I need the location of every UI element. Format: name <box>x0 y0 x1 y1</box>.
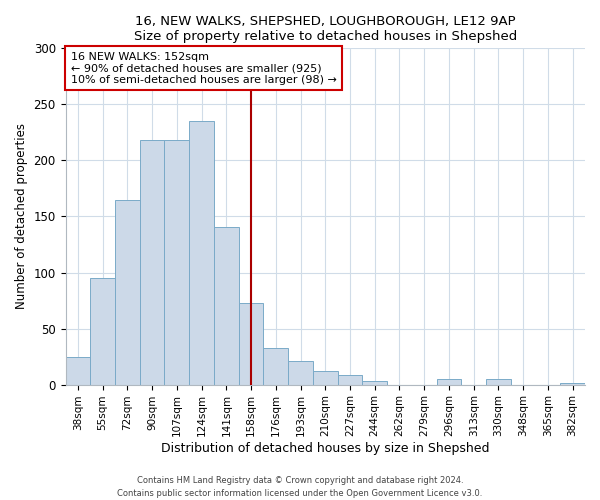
Bar <box>362 381 387 384</box>
Bar <box>115 200 140 384</box>
Bar <box>140 140 164 384</box>
Text: 16 NEW WALKS: 152sqm
← 90% of detached houses are smaller (925)
10% of semi-deta: 16 NEW WALKS: 152sqm ← 90% of detached h… <box>71 52 337 85</box>
Bar <box>338 374 362 384</box>
Bar <box>164 140 189 384</box>
Bar <box>313 371 338 384</box>
Bar <box>239 303 263 384</box>
Bar <box>189 121 214 384</box>
Bar <box>214 226 239 384</box>
X-axis label: Distribution of detached houses by size in Shepshed: Distribution of detached houses by size … <box>161 442 490 455</box>
Bar <box>263 348 288 385</box>
Bar <box>486 379 511 384</box>
Bar <box>288 361 313 384</box>
Y-axis label: Number of detached properties: Number of detached properties <box>15 124 28 310</box>
Text: Contains HM Land Registry data © Crown copyright and database right 2024.
Contai: Contains HM Land Registry data © Crown c… <box>118 476 482 498</box>
Bar <box>90 278 115 384</box>
Title: 16, NEW WALKS, SHEPSHED, LOUGHBOROUGH, LE12 9AP
Size of property relative to det: 16, NEW WALKS, SHEPSHED, LOUGHBOROUGH, L… <box>134 15 517 43</box>
Bar <box>65 356 90 384</box>
Bar <box>437 379 461 384</box>
